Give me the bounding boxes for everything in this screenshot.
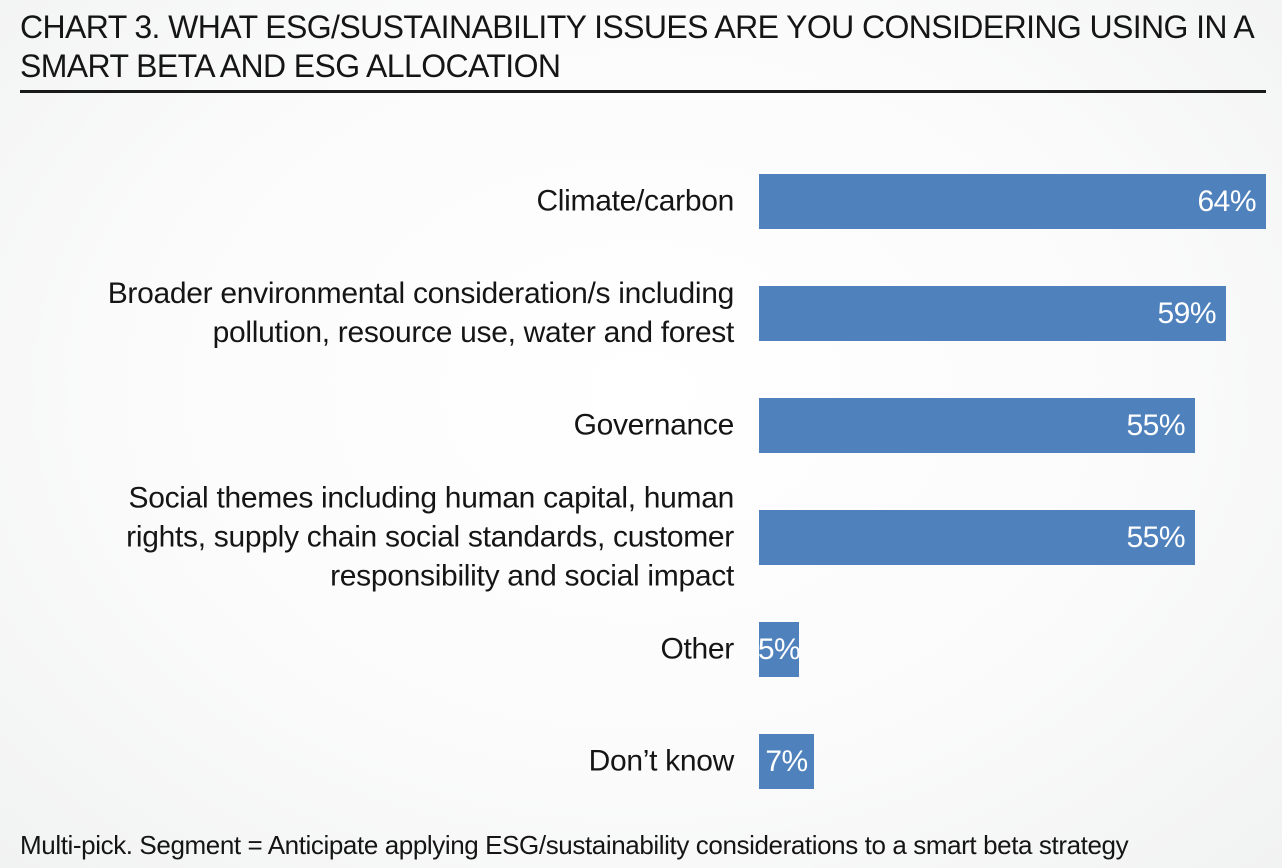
title-divider [20, 90, 1266, 93]
bar-broader-environmental-consideration-s-in [759, 285, 1226, 341]
value-label-governance: 55% [1126, 408, 1185, 442]
bar-social-themes-including-human-capital-hu [759, 509, 1195, 565]
bar-other [759, 621, 799, 677]
chart-footnote: Multi-pick. Segment = Anticipate applyin… [20, 830, 1129, 860]
category-label-broader-environmental-consideration-s-in: Broader environmental consideration/s in… [107, 277, 735, 349]
chart-title: CHART 3. WHAT ESG/SUSTAINABILITY ISSUES … [20, 9, 1253, 84]
value-label-don-t-know: 7% [765, 744, 808, 778]
value-label-other: 5% [757, 632, 801, 666]
bar-don-t-know [759, 733, 814, 789]
category-label-governance: Governance [573, 408, 735, 442]
value-label-climate-carbon: 64% [1197, 184, 1256, 218]
value-label-social-themes-including-human-capital-hu: 55% [1126, 520, 1185, 554]
category-label-climate-carbon: Climate/carbon [536, 184, 734, 218]
value-label-broader-environmental-consideration-s-in: 59% [1157, 296, 1216, 330]
bar-climate-carbon [759, 173, 1266, 229]
category-label-social-themes-including-human-capital-hu: Social themes including human capital, h… [126, 481, 734, 593]
category-label-don-t-know: Don’t know [588, 744, 735, 778]
category-label-other: Other [660, 632, 734, 666]
bar-governance [759, 397, 1195, 453]
